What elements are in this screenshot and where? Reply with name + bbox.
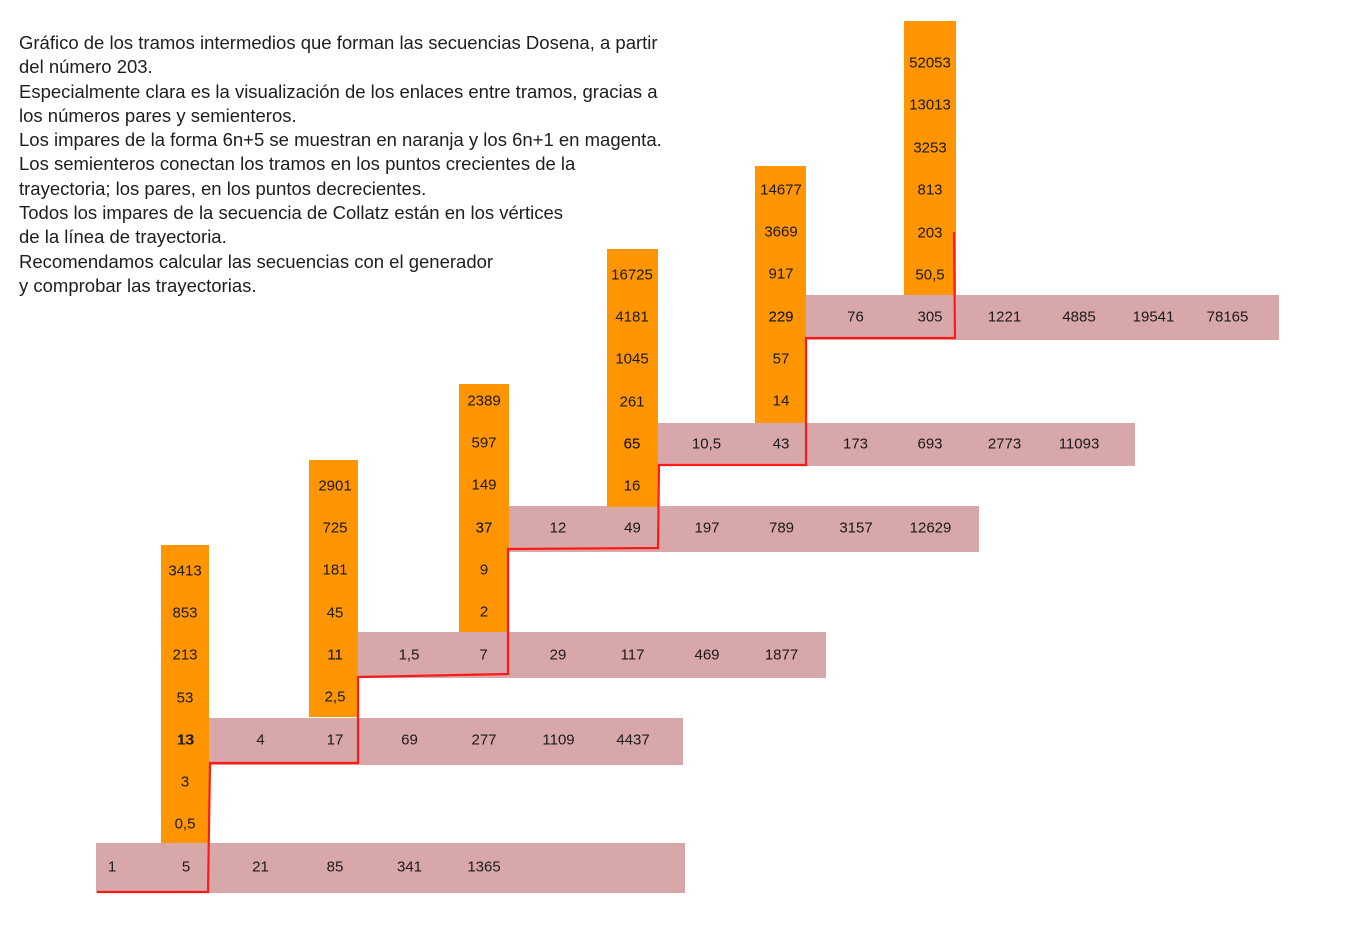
- band-number: 17: [326, 731, 344, 749]
- column-number: 1045: [615, 350, 649, 368]
- description-line: Recomendamos calcular las secuencias con…: [19, 250, 494, 272]
- column-number: 149: [471, 476, 497, 494]
- band-number: 78165: [1206, 308, 1249, 326]
- description-line: Todos los impares de la secuencia de Col…: [19, 202, 563, 224]
- band-number: 469: [694, 646, 720, 664]
- band-number: 10,5: [691, 435, 722, 453]
- column-number: 3413: [168, 562, 202, 580]
- column-number: 4181: [615, 308, 649, 326]
- band-number: 11: [327, 646, 343, 664]
- column-number: 917: [768, 265, 794, 283]
- band-number: 7: [479, 646, 488, 664]
- band-number: 4: [256, 731, 265, 749]
- description-line: trayectoria; los pares, en los puntos de…: [19, 177, 427, 199]
- band-number: 37: [475, 519, 493, 537]
- band-number: 12: [549, 519, 567, 537]
- column-number: 14: [772, 392, 790, 410]
- column-number: 3669: [764, 223, 798, 241]
- band-number: 117: [620, 646, 645, 664]
- column-number: 203: [917, 224, 943, 242]
- column-number: 2: [479, 603, 489, 621]
- description-line: del número 203.: [19, 56, 153, 78]
- band-number: 1109: [542, 731, 575, 749]
- vertical-segment-column: [309, 460, 358, 717]
- band-number: 65: [623, 435, 641, 453]
- column-number: 2389: [467, 392, 501, 410]
- band-number: 1221: [987, 308, 1022, 326]
- description-line: y comprobar las trayectorias.: [19, 274, 257, 296]
- band-number: 19541: [1132, 308, 1175, 326]
- description-line: los números pares y semienteros.: [19, 104, 297, 126]
- horizontal-segment-band: [358, 632, 826, 678]
- band-number: 305: [917, 308, 943, 326]
- band-number: 197: [694, 519, 720, 537]
- description-line: Especialmente clara es la visualización …: [19, 80, 658, 102]
- band-number: 76: [847, 308, 864, 326]
- column-number: 50,5: [915, 266, 945, 284]
- column-number: 181: [322, 561, 348, 579]
- column-number: 16: [623, 477, 641, 495]
- column-number: 813: [917, 181, 943, 199]
- band-number: 2773: [987, 435, 1022, 453]
- band-number: 229: [768, 308, 794, 326]
- description-line: Los impares de la forma 6n+5 se muestran…: [19, 129, 662, 151]
- column-number: 597: [471, 434, 497, 452]
- column-number: 853: [172, 604, 198, 622]
- band-number: 29: [549, 646, 567, 664]
- band-number: 1365: [467, 858, 501, 876]
- band-number: 11093: [1058, 435, 1100, 453]
- band-number: 1: [107, 858, 117, 876]
- column-number: 0,5: [174, 815, 196, 833]
- band-number: 85: [326, 858, 344, 876]
- band-number: 4437: [616, 731, 650, 749]
- band-number: 43: [772, 435, 790, 453]
- column-number: 53: [176, 689, 194, 707]
- column-number: 45: [326, 604, 344, 622]
- horizontal-segment-band: [209, 718, 683, 765]
- vertical-segment-column: [755, 166, 806, 423]
- horizontal-segment-band: [509, 506, 979, 552]
- band-number: 21: [252, 858, 269, 876]
- column-number: 52053: [909, 54, 951, 72]
- column-number: 57: [772, 350, 790, 368]
- column-number: 9: [479, 561, 489, 579]
- band-number: 4885: [1062, 308, 1096, 326]
- description-text: Gráfico de los tramos intermedios que fo…: [19, 31, 779, 298]
- band-number: 277: [471, 731, 497, 749]
- column-number: 3: [180, 773, 190, 791]
- band-number: 3157: [839, 519, 873, 537]
- band-number: 1877: [764, 646, 799, 664]
- band-number: 789: [768, 519, 795, 537]
- band-number: 69: [401, 731, 418, 749]
- description-line: Gráfico de los tramos intermedios que fo…: [19, 32, 658, 53]
- column-number: 3253: [913, 139, 947, 157]
- column-number: 213: [172, 646, 198, 664]
- band-number: 693: [917, 435, 943, 453]
- band-number: 5: [181, 858, 191, 876]
- column-number: 261: [619, 393, 645, 411]
- band-number: 13: [177, 731, 195, 749]
- column-number: 2901: [318, 477, 352, 495]
- band-number: 49: [624, 519, 641, 537]
- band-number: 173: [842, 435, 869, 453]
- vertical-segment-column: [607, 249, 658, 507]
- column-number: 2,5: [324, 688, 346, 706]
- band-number: 341: [396, 858, 423, 876]
- column-number: 13013: [909, 96, 951, 114]
- description-line: de la línea de trayectoria.: [19, 226, 227, 248]
- column-number: 14677: [760, 181, 802, 199]
- band-number: 12629: [909, 519, 952, 537]
- column-number: 725: [322, 519, 348, 537]
- description-line: Los semienteros conectan los tramos en l…: [19, 153, 576, 175]
- band-number: 1,5: [398, 646, 420, 664]
- vertical-segment-column: [459, 384, 509, 632]
- column-number: 16725: [611, 266, 653, 284]
